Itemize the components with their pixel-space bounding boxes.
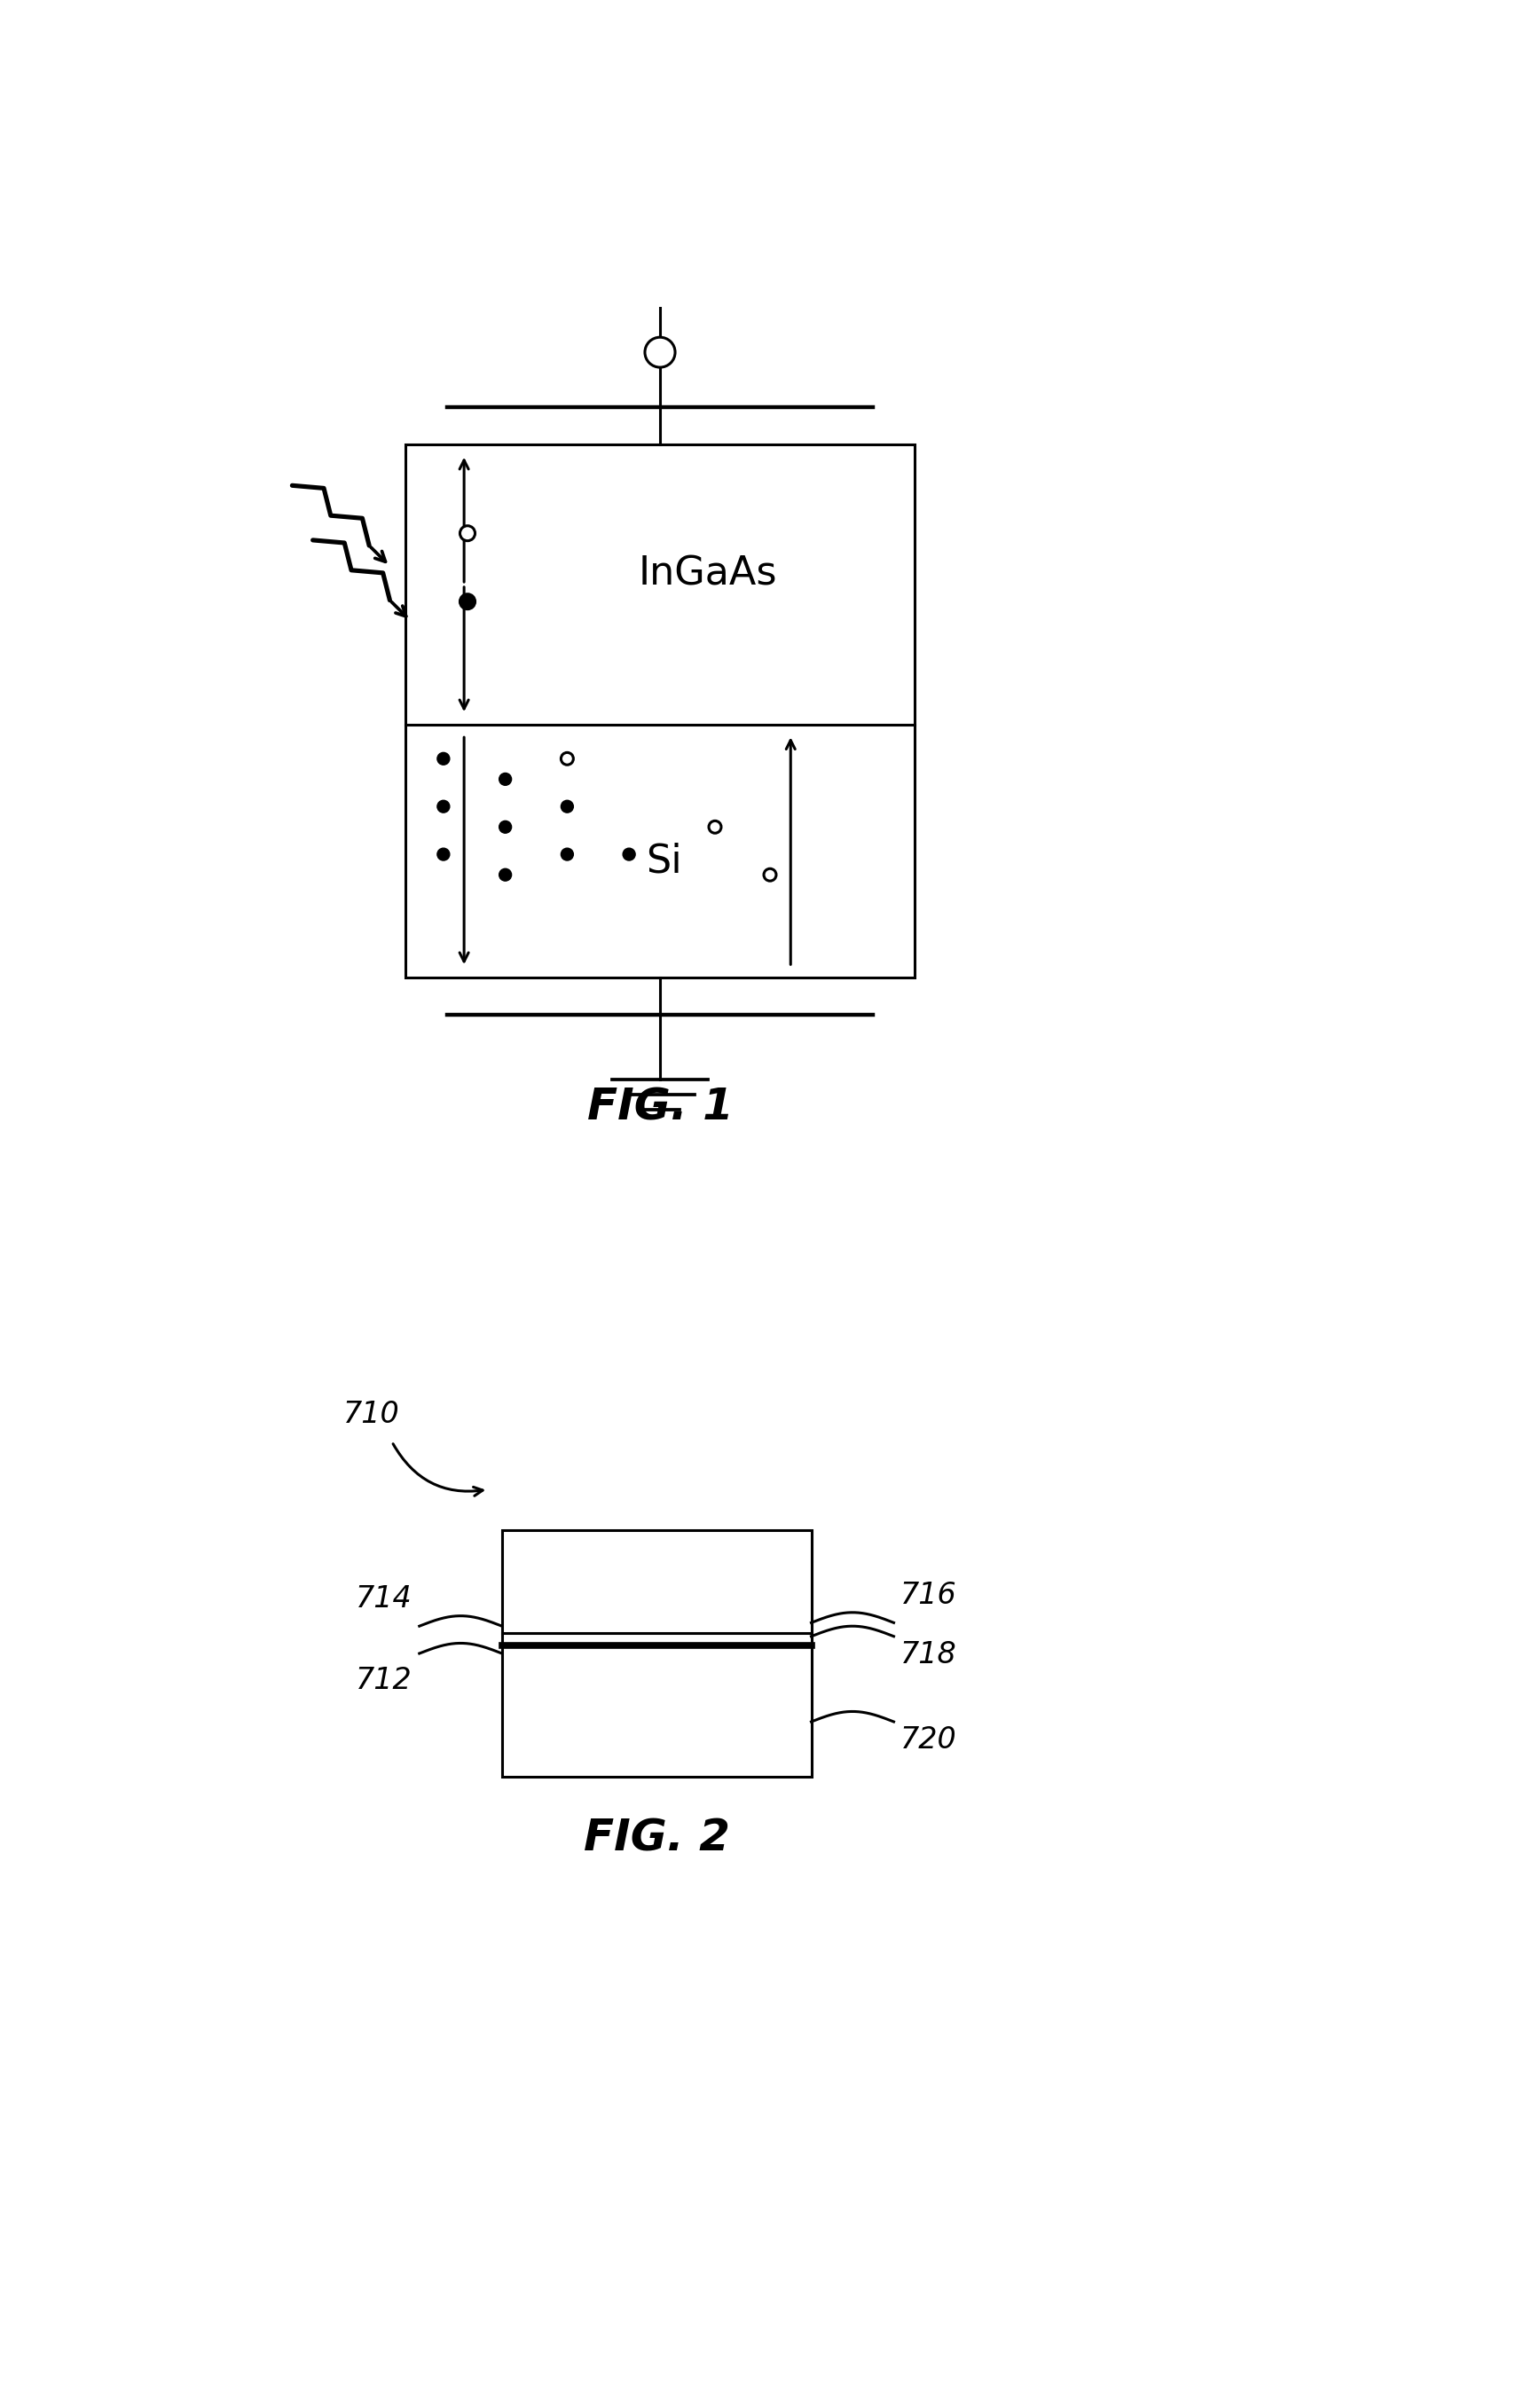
Circle shape: [437, 752, 450, 764]
Circle shape: [561, 848, 573, 860]
Circle shape: [437, 848, 450, 860]
FancyArrowPatch shape: [393, 1444, 482, 1497]
Circle shape: [764, 869, 776, 881]
Text: 710: 710: [343, 1399, 399, 1430]
Text: 716: 716: [901, 1581, 958, 1609]
Text: 712: 712: [356, 1667, 413, 1696]
Circle shape: [645, 338, 675, 366]
Circle shape: [460, 527, 474, 541]
Circle shape: [499, 821, 511, 833]
Circle shape: [499, 774, 511, 786]
Circle shape: [708, 821, 721, 833]
Circle shape: [460, 594, 474, 608]
Text: 714: 714: [356, 1585, 413, 1614]
Bar: [405, 726, 915, 977]
Text: 720: 720: [901, 1724, 958, 1756]
Circle shape: [561, 752, 573, 764]
Text: FIG. 1: FIG. 1: [587, 1087, 733, 1128]
Bar: [502, 1530, 812, 1777]
Text: Si: Si: [647, 843, 682, 881]
Circle shape: [561, 800, 573, 812]
Circle shape: [499, 869, 511, 881]
Text: InGaAs: InGaAs: [639, 556, 778, 594]
Text: 718: 718: [901, 1641, 958, 1669]
Circle shape: [437, 800, 450, 812]
Bar: [405, 445, 915, 726]
Circle shape: [622, 848, 636, 860]
Text: FIG. 2: FIG. 2: [584, 1818, 730, 1861]
